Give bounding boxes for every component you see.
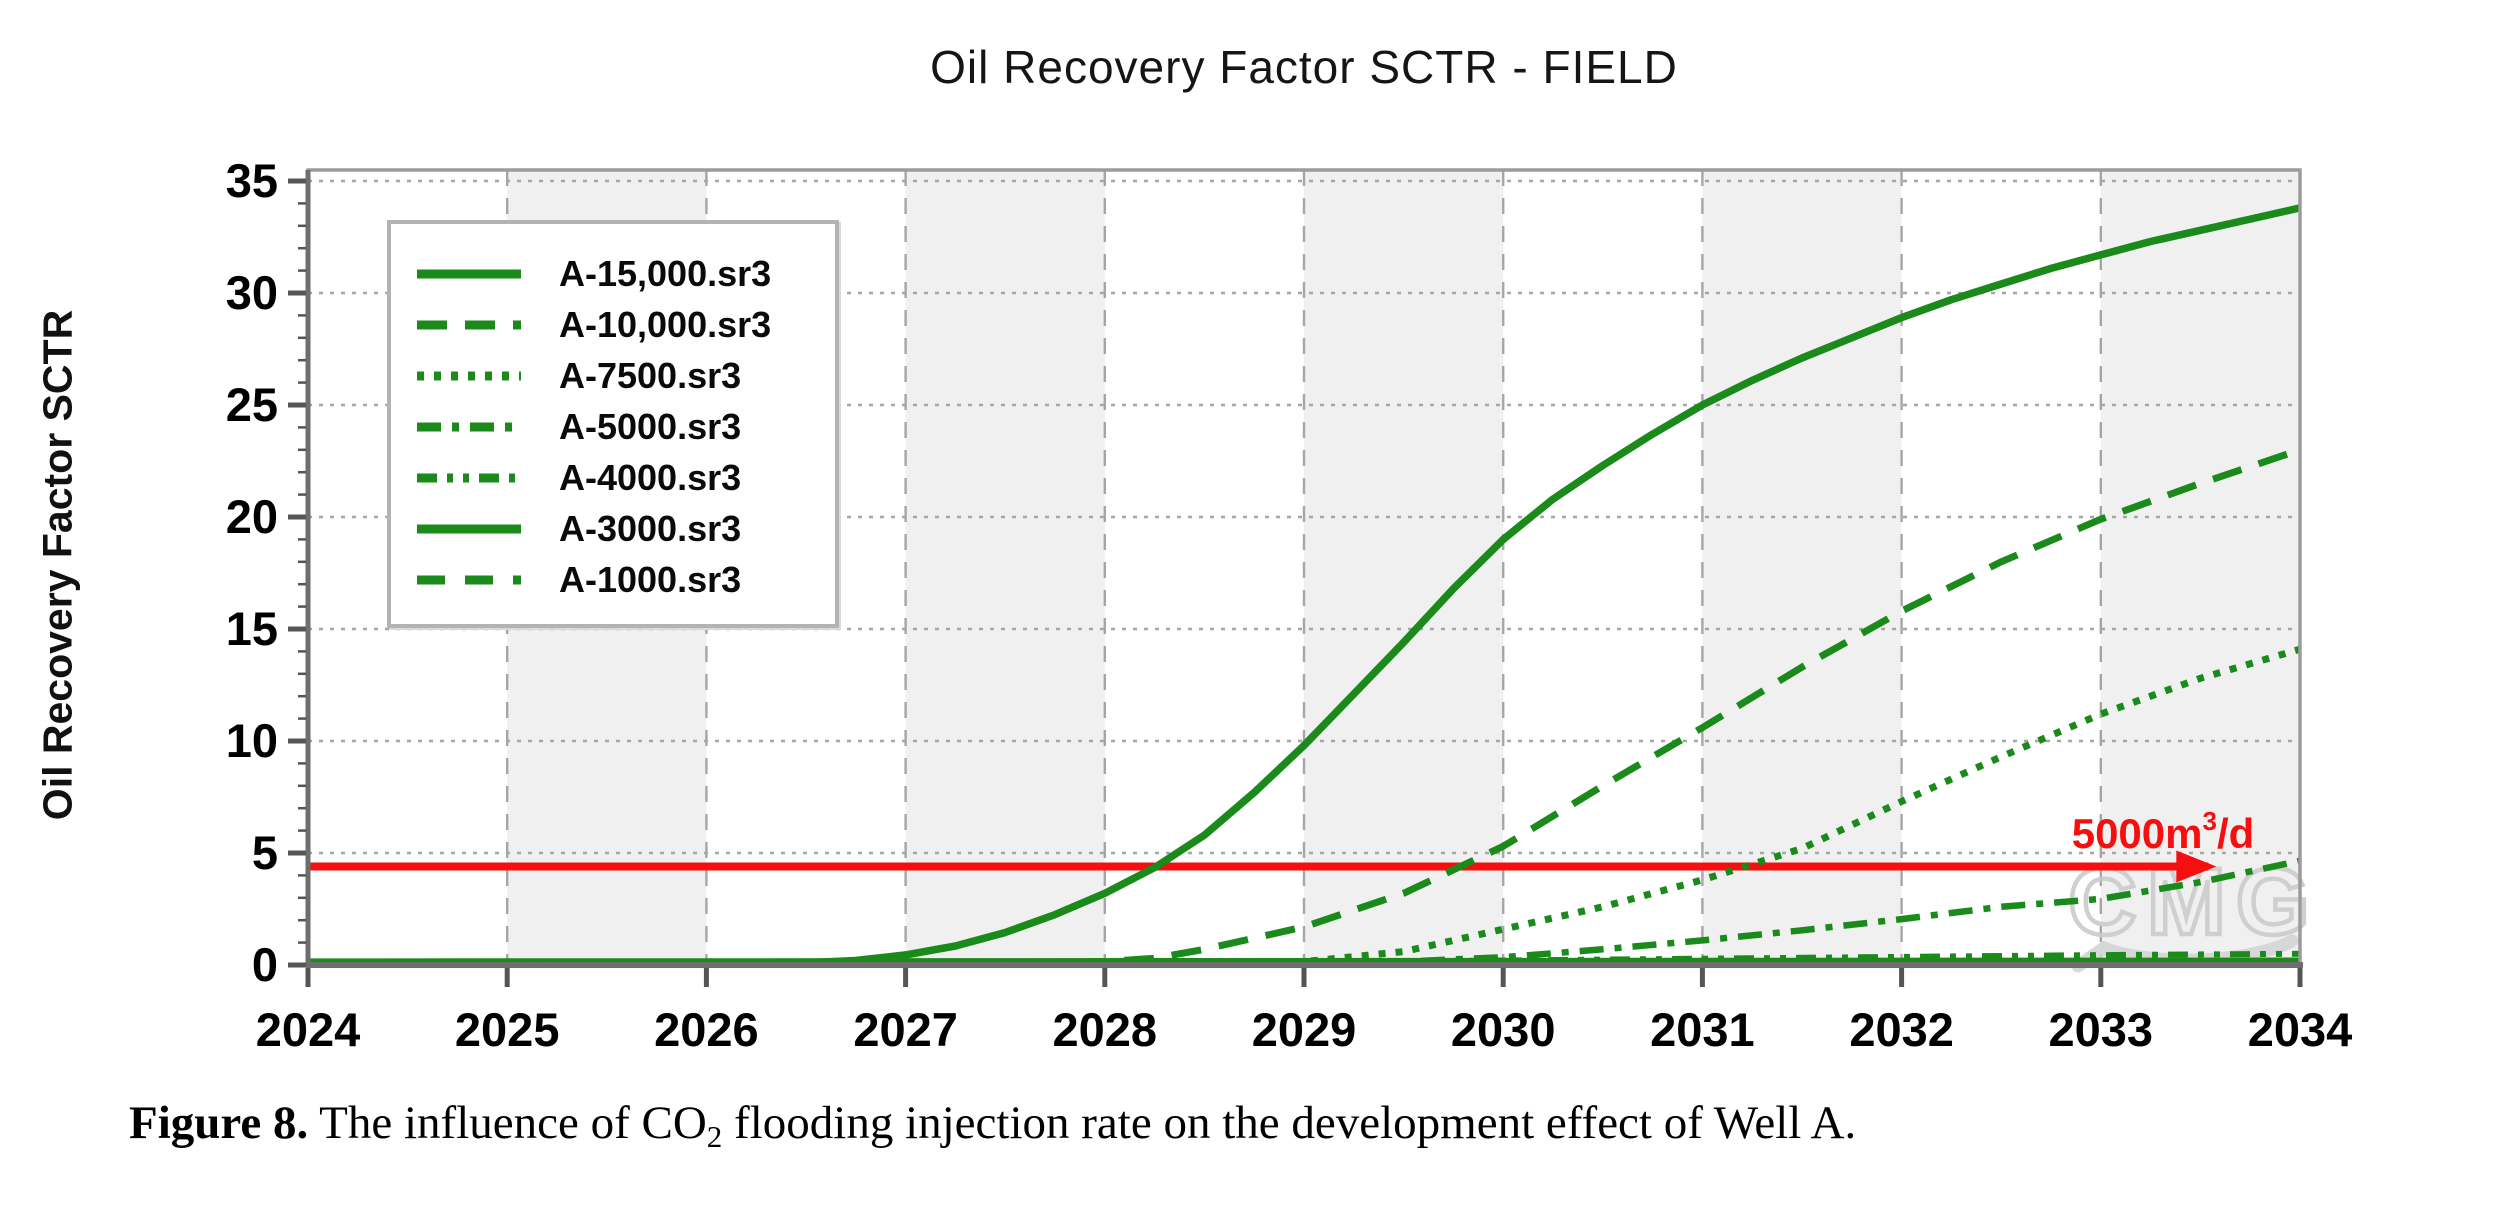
y-tick-label: 15 [226,602,278,655]
legend-swatch-dotted [417,371,521,380]
annotation-unit: /d [2216,810,2255,858]
x-tick-label: 2031 [1650,1003,1755,1056]
y-tick-label: 0 [252,938,278,991]
legend-label: A-1000.sr3 [559,558,742,600]
series-curve-a-5000-sr3 [307,857,2301,968]
legend-label: A-7500.sr3 [559,354,742,396]
legend-swatch-dash-dot [417,422,521,431]
x-tick-label: 2033 [2049,1003,2154,1056]
x-tick-label: 2025 [455,1003,560,1056]
series-curve-a-10-000-sr3 [307,446,2302,968]
legend-entry: A-15,000.sr3 [417,248,835,299]
caption-subscript: 2 [706,1119,723,1154]
legend-entry: A-3000.sr3 [417,503,835,554]
x-tick-label: 2030 [1451,1003,1556,1056]
x-tick-label: 2028 [1053,1003,1158,1056]
annotation-text: 5000m [2071,810,2203,858]
rate-arrow-head [2176,850,2217,883]
caption-text-after: flooding injection rate on the developme… [722,1097,1857,1149]
legend-swatch-dashed [417,320,521,329]
legend-entry: A-7500.sr3 [417,350,835,401]
y-tick-label: 20 [226,490,278,543]
legend-label: A-10,000.sr3 [559,303,772,345]
year-band [2100,170,2300,965]
injection-rate-annotation: 5000m3/d [2072,806,2255,858]
x-tick-label: 2029 [1252,1003,1357,1056]
figure-caption: Figure 8. The influence of CO2 flooding … [129,1096,2429,1155]
caption-label: Figure 8. [129,1097,309,1149]
series-curve-a-15-000-sr3 [308,204,2301,968]
y-tick-label: 30 [226,266,278,319]
legend-entry: A-5000.sr3 [417,401,835,452]
x-tick-label: 2027 [853,1003,958,1056]
y-tick-label: 5 [252,826,278,879]
year-band [905,170,1105,965]
y-tick-label: 35 [226,154,278,207]
legend-swatch-solid [417,524,521,533]
x-tick-label: 2024 [256,1003,361,1056]
chart-title: Oil Recovery Factor SCTR - FIELD [930,41,1678,93]
legend-label: A-5000.sr3 [559,405,742,447]
legend-entry: A-1000.sr3 [417,554,835,605]
legend-box: A-15,000.sr3 A-10,000.sr3 A-7500.sr3 A-5000… [387,220,839,628]
legend-label: A-3000.sr3 [559,507,742,549]
legend-label: A-15,000.sr3 [559,252,772,294]
annotation-superscript: 3 [2202,806,2217,837]
y-tick-label: 25 [226,378,278,431]
legend-swatch-dash-dot-dot [417,473,521,482]
caption-text-before: The influence of CO [308,1097,707,1149]
legend-entry: A-10,000.sr3 [417,299,835,350]
year-band [1702,170,1902,965]
x-tick-label: 2026 [654,1003,759,1056]
legend-label: A-4000.sr3 [559,456,742,498]
y-tick-label: 10 [226,714,278,767]
x-tick-label: 2034 [2248,1003,2353,1056]
x-tick-label: 2032 [1849,1003,1954,1056]
legend-swatch-solid [417,269,521,278]
legend-swatch-dashed [417,575,521,584]
legend-entry: A-4000.sr3 [417,452,835,503]
y-axis-title: Oil Recovery Factor SCTR [34,309,81,821]
